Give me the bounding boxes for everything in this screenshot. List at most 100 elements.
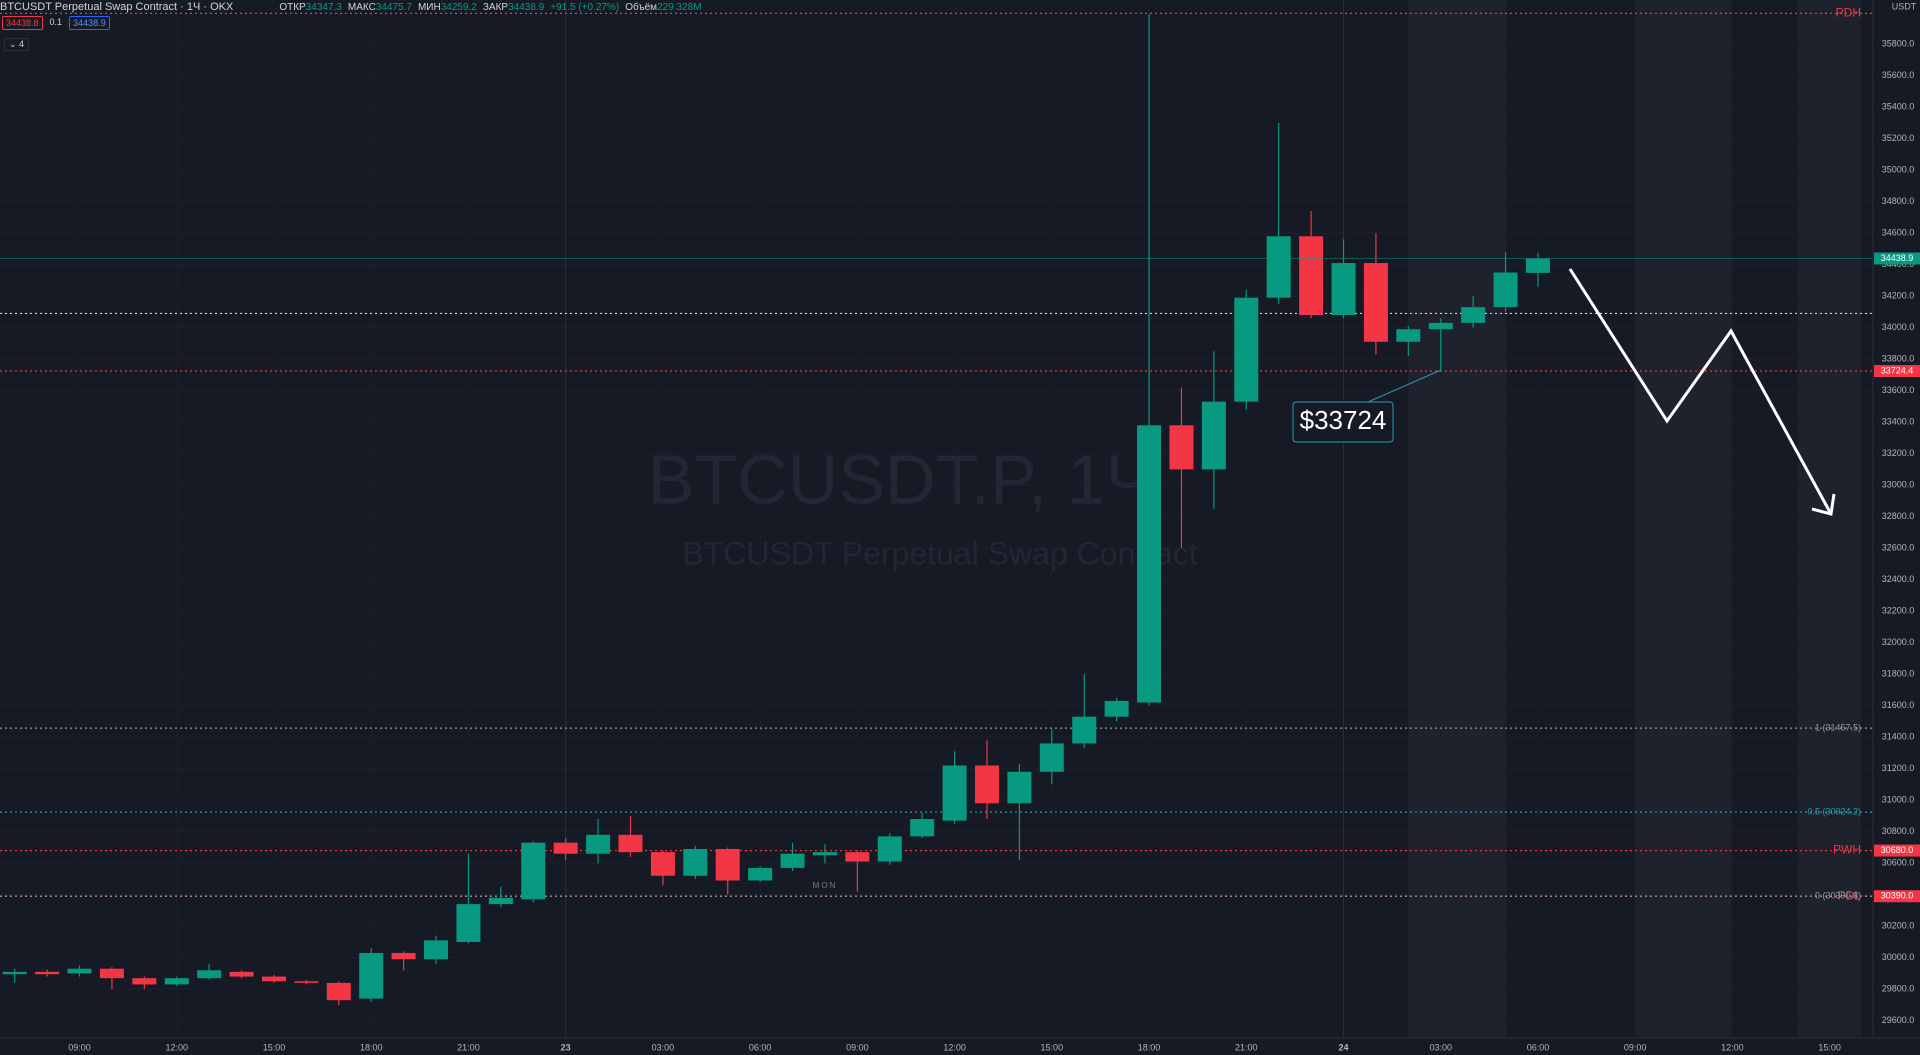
callout-box	[1292, 401, 1394, 443]
y-tick-label: 30000.0	[1882, 952, 1915, 962]
watermark-description: BTCUSDT Perpetual Swap Contract	[682, 535, 1197, 571]
indicator-count: 4	[19, 39, 25, 49]
candle-body	[456, 904, 481, 942]
sell-button[interactable]: 34438.8	[2, 16, 43, 30]
candle-body	[812, 852, 837, 856]
callout-text: $33724	[1300, 405, 1387, 435]
candle-body	[391, 952, 416, 960]
candle-body	[261, 976, 286, 982]
low-value: 34259.2	[440, 1, 477, 13]
candle-body	[1428, 322, 1453, 330]
open-label: ОТКР	[279, 1, 306, 13]
volume-label: Объём	[625, 1, 658, 13]
y-tick-label: 35600.0	[1882, 70, 1915, 80]
candle-body	[1137, 425, 1162, 703]
candle-body	[975, 765, 999, 804]
candle-body	[67, 968, 92, 974]
candle-body	[942, 765, 967, 821]
x-tick-label: 15:00	[1041, 1042, 1064, 1052]
price-axis	[1873, 0, 1920, 1055]
candle-body	[1201, 401, 1226, 470]
x-tick-label: 06:00	[1527, 1042, 1550, 1052]
indicator-toggle[interactable]: ⌄ 4	[4, 38, 30, 51]
y-tick-label: 33600.0	[1882, 385, 1915, 395]
candle-body	[1039, 743, 1064, 772]
candle-body	[1461, 307, 1486, 323]
candle-body	[359, 952, 384, 999]
x-tick-label: 09:00	[846, 1042, 869, 1052]
candle-body	[1299, 236, 1324, 316]
candle-body	[586, 834, 611, 854]
x-tick-label: 24	[1339, 1042, 1349, 1052]
watermark-symbol: BTCUSDT.P, 1Ч	[648, 440, 1152, 518]
y-tick-label: 33000.0	[1882, 480, 1915, 490]
x-tick-label: 06:00	[749, 1042, 772, 1052]
price-tag-label: 30390.0	[1881, 891, 1914, 901]
y-tick-label: 29800.0	[1882, 984, 1915, 994]
y-tick-label: 35400.0	[1882, 101, 1915, 111]
y-tick-label: 32600.0	[1882, 543, 1915, 553]
y-tick-label: 34000.0	[1882, 322, 1915, 332]
y-tick-label: 35800.0	[1882, 38, 1915, 48]
y-tick-label: 34600.0	[1882, 227, 1915, 237]
candle-body	[35, 971, 60, 975]
x-tick-label: 12:00	[943, 1042, 966, 1052]
candle-body	[1331, 263, 1356, 316]
candle-body	[1104, 700, 1129, 717]
close-value: 34438.9	[508, 1, 545, 13]
level-name: 0.5 (30924.2)	[1807, 806, 1861, 816]
candle-body	[1266, 236, 1291, 298]
high-value: 34475.7	[375, 1, 412, 13]
x-tick-label: 12:00	[165, 1042, 188, 1052]
level-name: PDH	[1836, 6, 1861, 20]
buy-button[interactable]: 34438.9	[69, 16, 110, 30]
level-name: 1 (31457.5)	[1815, 722, 1861, 732]
y-tick-label: 31600.0	[1882, 700, 1915, 710]
close-label: ЗАКР	[482, 1, 509, 13]
y-tick-label: 31800.0	[1882, 669, 1915, 679]
y-tick-label: 32000.0	[1882, 637, 1915, 647]
candle-body	[715, 848, 740, 881]
candle-body	[618, 834, 643, 853]
currency: USDT	[1892, 1, 1917, 11]
session-band	[1635, 0, 1731, 1038]
candle-body	[1396, 329, 1421, 342]
candle-body	[488, 897, 513, 905]
y-tick-label: 34800.0	[1882, 196, 1915, 206]
y-tick-label: 35200.0	[1882, 133, 1915, 143]
candle-body	[748, 867, 773, 881]
high-label: МАКС	[347, 1, 376, 13]
volume: 229.328M	[657, 1, 702, 13]
candle-body	[1525, 258, 1550, 273]
x-tick-label: 18:00	[1138, 1042, 1161, 1052]
candle-body	[424, 940, 449, 960]
y-tick-label: 32200.0	[1882, 606, 1915, 616]
candle-body	[845, 852, 870, 862]
candle-body	[1234, 297, 1259, 402]
x-tick-label: 09:00	[1624, 1042, 1647, 1052]
session-band	[1408, 0, 1506, 1038]
candle-body	[132, 978, 157, 985]
y-tick-label: 31200.0	[1882, 763, 1915, 773]
candle-body	[1007, 771, 1032, 804]
plot: PDH PWH PDL 1 (31457.5) 0.5 (30924.2) 0 (3039…	[0, 0, 1873, 1038]
arrow-head	[1811, 493, 1836, 516]
candle-body	[1493, 272, 1518, 308]
y-tick-label: 33400.0	[1882, 417, 1915, 427]
spread: 0.1	[49, 17, 63, 27]
price-tag-label: 34438.9	[1881, 253, 1914, 263]
forecast-arrow	[1568, 268, 1833, 515]
x-tick-label: 12:00	[1721, 1042, 1744, 1052]
y-tick-label: 32400.0	[1882, 574, 1915, 584]
candle-body	[650, 852, 675, 876]
x-tick-label: 23	[561, 1042, 571, 1052]
y-tick-label: 34200.0	[1882, 290, 1915, 300]
y-tick-label: 29600.0	[1882, 1015, 1915, 1025]
level-name: PDL	[1838, 888, 1862, 902]
candle-body	[294, 981, 319, 983]
y-tick-label: 30800.0	[1882, 826, 1915, 836]
x-tick-label: 21:00	[1235, 1042, 1258, 1052]
price-tag	[1874, 365, 1920, 378]
candle-body	[683, 848, 708, 876]
